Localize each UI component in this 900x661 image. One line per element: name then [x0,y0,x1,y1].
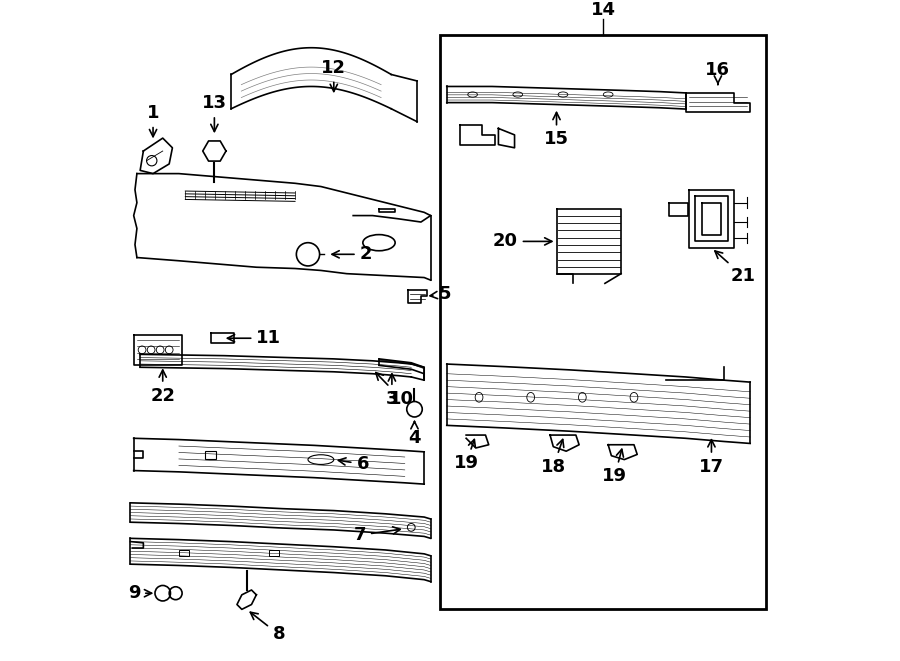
Text: 19: 19 [602,449,627,485]
Bar [204,451,216,459]
Text: 3: 3 [386,374,398,408]
Text: 18: 18 [541,440,566,476]
Text: 12: 12 [321,59,347,91]
Text: 6: 6 [338,455,369,473]
Text: 16: 16 [706,61,731,84]
Text: 4: 4 [409,422,420,447]
Text: 13: 13 [202,95,227,132]
Bar [269,550,279,557]
Text: 17: 17 [699,440,724,476]
Text: 2: 2 [332,245,372,263]
Bar [179,550,189,557]
Text: 20: 20 [493,233,552,251]
Text: 1: 1 [147,104,159,137]
Bar [440,35,766,609]
Text: 21: 21 [715,251,756,285]
Text: 19: 19 [454,440,479,473]
Text: 11: 11 [228,329,282,347]
Text: 22: 22 [150,370,176,405]
Text: 14: 14 [590,1,616,19]
Text: 10: 10 [376,373,414,408]
Text: 15: 15 [544,112,569,148]
Text: 9: 9 [128,584,151,602]
Text: 7: 7 [354,526,400,544]
Text: 8: 8 [250,612,285,644]
Text: 5: 5 [430,286,451,303]
